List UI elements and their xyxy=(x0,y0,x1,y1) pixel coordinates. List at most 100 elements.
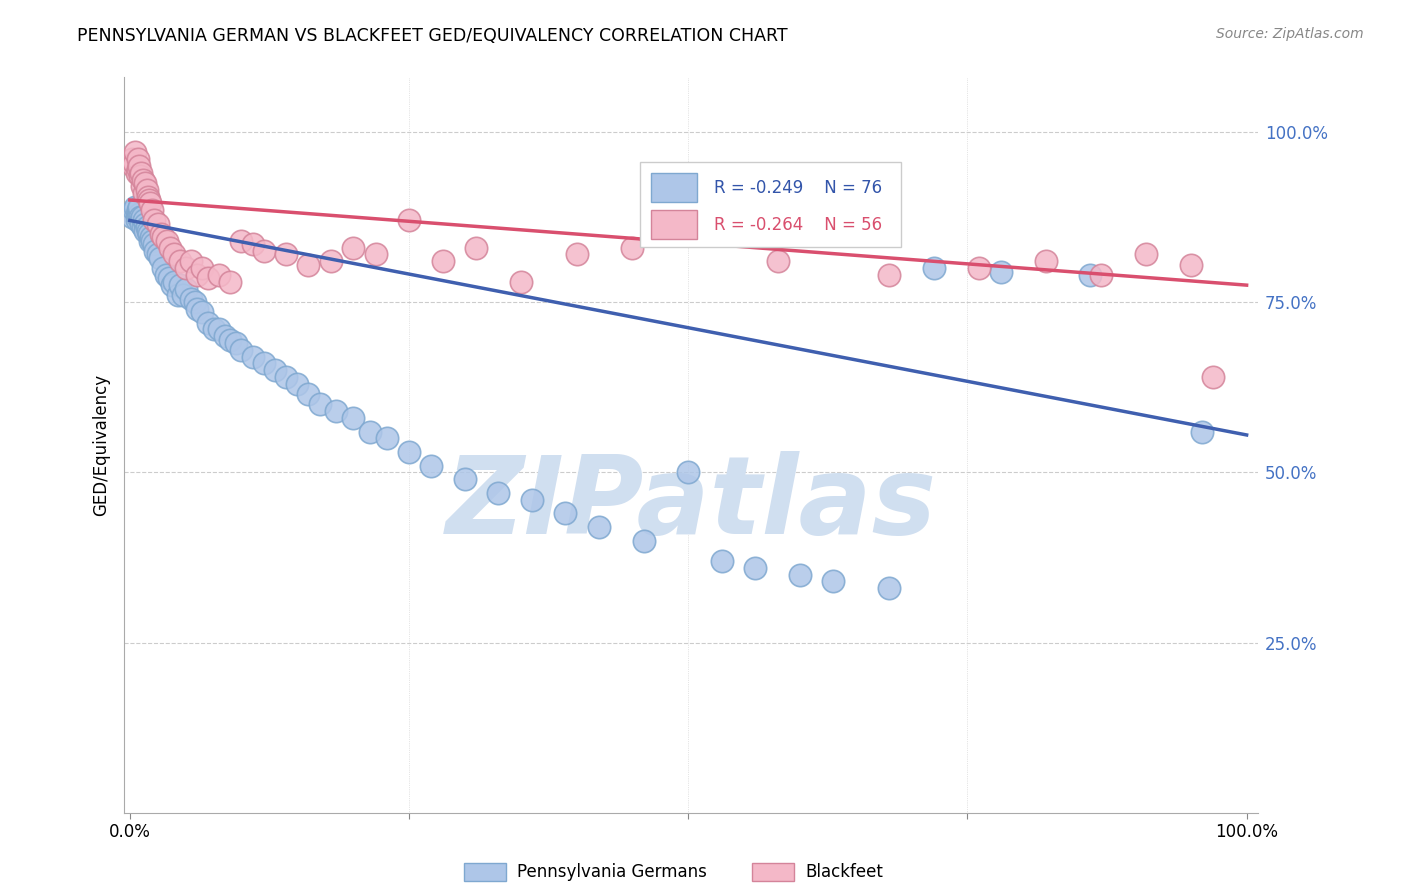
Point xyxy=(131,179,153,194)
Point xyxy=(588,520,610,534)
Point xyxy=(135,220,157,235)
Point xyxy=(710,554,733,568)
Point xyxy=(1180,258,1202,272)
Point xyxy=(766,254,789,268)
Point xyxy=(789,567,811,582)
Point xyxy=(121,210,143,224)
Point xyxy=(122,159,145,173)
Point xyxy=(308,397,330,411)
Point xyxy=(202,322,225,336)
Point xyxy=(1035,254,1057,268)
Point xyxy=(1090,268,1112,282)
Point xyxy=(276,247,298,261)
Point xyxy=(135,183,157,197)
Point xyxy=(152,230,174,244)
Point xyxy=(242,237,264,252)
Point xyxy=(174,281,197,295)
Point xyxy=(359,425,381,439)
Point xyxy=(191,261,214,276)
Point xyxy=(143,237,166,252)
Point xyxy=(128,210,150,224)
Point xyxy=(676,466,699,480)
Point xyxy=(163,275,186,289)
Point xyxy=(877,581,900,595)
Point xyxy=(744,560,766,574)
Point xyxy=(139,234,162,248)
Point xyxy=(134,213,156,227)
Point xyxy=(967,261,990,276)
Point xyxy=(197,316,219,330)
Point xyxy=(127,162,149,177)
Text: PENNSYLVANIA GERMAN VS BLACKFEET GED/EQUIVALENCY CORRELATION CHART: PENNSYLVANIA GERMAN VS BLACKFEET GED/EQU… xyxy=(77,27,787,45)
Point xyxy=(132,172,155,186)
Point xyxy=(554,506,576,520)
Point xyxy=(621,241,644,255)
Point xyxy=(253,356,276,370)
Point xyxy=(342,411,364,425)
Point xyxy=(129,217,152,231)
Point xyxy=(454,472,477,486)
Point xyxy=(129,213,152,227)
Point xyxy=(231,343,253,357)
Point xyxy=(157,271,180,285)
Point xyxy=(276,370,298,384)
Point xyxy=(139,196,162,211)
Point xyxy=(342,241,364,255)
Point xyxy=(129,166,152,180)
Point xyxy=(169,278,191,293)
Point xyxy=(319,254,342,268)
Point xyxy=(134,224,156,238)
Point xyxy=(186,301,208,316)
Point xyxy=(398,213,420,227)
Point xyxy=(127,152,149,166)
Point xyxy=(136,189,159,203)
Point xyxy=(136,224,159,238)
Point xyxy=(131,210,153,224)
Point xyxy=(823,574,845,589)
Point xyxy=(138,227,160,241)
Point xyxy=(127,210,149,224)
Point xyxy=(186,268,208,282)
Point xyxy=(124,200,146,214)
Point xyxy=(162,278,184,293)
FancyBboxPatch shape xyxy=(640,162,901,246)
Point xyxy=(465,241,488,255)
Point xyxy=(128,200,150,214)
Point xyxy=(219,275,242,289)
Point xyxy=(375,431,398,445)
Point xyxy=(146,247,169,261)
Point xyxy=(297,258,319,272)
Point xyxy=(180,254,202,268)
Point xyxy=(134,176,156,190)
Point xyxy=(150,227,173,241)
Point xyxy=(156,234,179,248)
Point xyxy=(242,350,264,364)
Point xyxy=(149,251,172,265)
Point xyxy=(134,217,156,231)
Point xyxy=(325,404,347,418)
Point xyxy=(128,207,150,221)
Text: R = -0.264    N = 56: R = -0.264 N = 56 xyxy=(714,216,882,234)
Point xyxy=(253,244,276,258)
Point xyxy=(565,247,588,261)
Point xyxy=(174,261,197,276)
Point xyxy=(169,254,191,268)
Point xyxy=(145,244,167,258)
Point xyxy=(172,288,194,302)
Point xyxy=(183,295,205,310)
Point xyxy=(877,268,900,282)
Point xyxy=(208,268,231,282)
Point xyxy=(125,166,148,180)
Text: Source: ZipAtlas.com: Source: ZipAtlas.com xyxy=(1216,27,1364,41)
Point xyxy=(364,247,387,261)
Point xyxy=(398,445,420,459)
Point xyxy=(214,329,236,343)
Point xyxy=(509,275,531,289)
Point xyxy=(124,145,146,160)
Point xyxy=(1191,425,1213,439)
Point xyxy=(197,271,219,285)
Point xyxy=(231,234,253,248)
Text: R = -0.249    N = 76: R = -0.249 N = 76 xyxy=(714,178,882,197)
Point xyxy=(180,292,202,306)
Point xyxy=(922,261,945,276)
